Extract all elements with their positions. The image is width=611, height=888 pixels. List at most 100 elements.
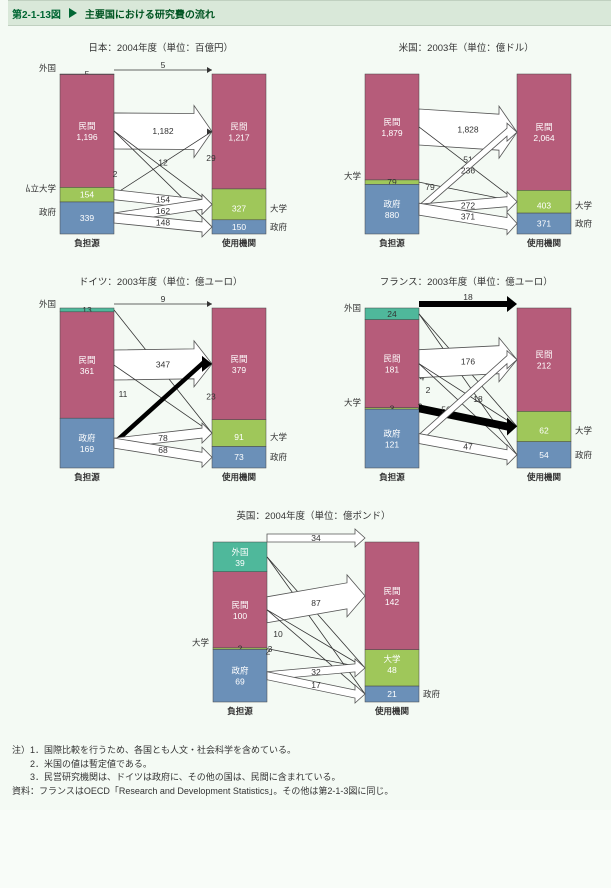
chart-title: 日本：2004年度（単位：百億円）	[88, 40, 233, 54]
flow-value: 162	[156, 206, 170, 216]
bar-name: 大学	[344, 397, 362, 407]
bar-name: 大学	[270, 203, 288, 213]
note-line: 資料：フランスはOECD「Research and Development St…	[12, 785, 611, 799]
flow-arrowhead	[207, 67, 212, 73]
bar-value: 1,196	[76, 132, 98, 142]
footnotes: 注）1．国際比較を行うため、各国とも人文・社会科学を含めている。 2．米国の値は…	[8, 744, 611, 798]
bar-name: 大学	[575, 201, 593, 211]
bar-name: 民間	[384, 117, 401, 127]
bar-name: 政府	[384, 429, 402, 439]
chart-row: ドイツ：2003年度（単位：億ユーロ） 外国13民間361政府169民間379大…	[8, 274, 611, 502]
bar-value: 39	[235, 558, 245, 568]
bar-name: 政府	[78, 433, 96, 443]
flow-value: 87	[311, 598, 321, 608]
bar-name: 政府	[384, 199, 402, 209]
flow-value: 18	[474, 394, 484, 404]
bar-name: 大学	[270, 432, 288, 442]
flow-value: 11	[118, 389, 127, 399]
bar-value: 121	[385, 440, 399, 450]
flow-chart: 民間1,879大学79政府880民間2,064大学403政府3711,82851…	[331, 58, 601, 268]
flow-line	[419, 314, 517, 455]
triangle-icon	[69, 8, 77, 18]
chart-panel: 日本：2004年度（単位：百億円） 外国5民間1,196私立大学154政府339…	[26, 40, 296, 268]
bar-value: 379	[232, 365, 246, 375]
flow-value: 272	[461, 200, 475, 210]
bar-value: 21	[387, 689, 397, 699]
bar-value: 1,217	[228, 132, 250, 142]
chart-panel: 米国：2003年（単位：億ドル） 民間1,879大学79政府880民間2,064…	[331, 40, 601, 268]
bar-name: 政府	[270, 452, 288, 462]
bar-name: 民間	[384, 354, 401, 364]
bar-name: 民間	[78, 355, 95, 365]
bar-name: 民間	[383, 586, 400, 596]
source-axis-label: 負担源	[74, 472, 100, 482]
bar-value: 54	[540, 450, 550, 460]
use-axis-label: 使用機関	[373, 706, 408, 716]
chart-title: ドイツ：2003年度（単位：億ユーロ）	[79, 274, 243, 288]
bar-name: 政府	[575, 219, 593, 229]
chart-panel: 英国：2004年度（単位：億ポンド） 外国39民間100大学2政府69民間142…	[179, 508, 449, 736]
bar-value: 142	[384, 597, 398, 607]
source-axis-label: 負担源	[227, 706, 253, 716]
flow-value: 148	[156, 217, 170, 227]
note-line: 3．民営研究機関は、ドイツは政府に、その他の国は、民間に含まれている。	[12, 771, 611, 785]
chart-title: 英国：2004年度（単位：億ポンド）	[236, 508, 390, 522]
bar-name: 政府	[423, 689, 441, 699]
bar-value: 62	[540, 426, 550, 436]
bar-name: 外国	[231, 547, 248, 557]
flow-chart: 外国24民間181大学3政府121民間212大学62政府541814176225…	[331, 292, 601, 502]
note-line: 注）1．国際比較を行うため、各国とも人文・社会科学を含めている。	[12, 744, 611, 758]
bar-value: 327	[232, 203, 246, 213]
bar-name: 政府	[231, 666, 249, 676]
flow-value: 2	[265, 646, 270, 656]
flow-value: 347	[156, 359, 170, 369]
bar-name: 外国	[39, 299, 56, 309]
bar-name: 大学	[191, 638, 209, 648]
flow-value: 1,828	[458, 125, 480, 135]
bar-value: 1,879	[382, 128, 404, 138]
source-axis-label: 負担源	[379, 238, 405, 248]
flow-value: 371	[461, 211, 475, 221]
source-axis-label: 負担源	[379, 472, 405, 482]
bar-name: 民間	[536, 350, 553, 360]
note-line: 2．米国の値は暫定値である。	[12, 758, 611, 772]
flow-value: 154	[156, 195, 170, 205]
bar-name: 民間	[230, 354, 247, 364]
bar-value: 24	[388, 309, 398, 319]
bar-value: 181	[385, 365, 399, 375]
flow-value: 34	[311, 533, 321, 543]
bar-name: 民間	[231, 600, 248, 610]
bar-value: 48	[387, 665, 397, 675]
bar-name: 大学	[383, 654, 401, 664]
source-axis-label: 負担源	[74, 238, 100, 248]
use-axis-label: 使用機関	[526, 472, 561, 482]
chart-panel: ドイツ：2003年度（単位：億ユーロ） 外国13民間361政府169民間379大…	[26, 274, 296, 502]
flow-chart: 外国5民間1,196私立大学154政府339民間1,217大学327政府1505…	[26, 58, 296, 268]
bar-value: 154	[80, 190, 94, 200]
use-axis-label: 使用機関	[221, 238, 256, 248]
flow-value: 23	[206, 391, 216, 401]
bar-value: 73	[234, 452, 244, 462]
flow-value: 176	[461, 357, 475, 367]
chart-title: フランス：2003年度（単位：億ユーロ）	[380, 274, 553, 288]
bar-value: 880	[385, 210, 399, 220]
bar-name: 政府	[270, 222, 288, 232]
chart-panel: フランス：2003年度（単位：億ユーロ） 外国24民間181大学3政府121民間…	[331, 274, 601, 502]
bar-value: 212	[537, 361, 551, 371]
figure-header: 第2-1-13図 主要国における研究費の流れ	[8, 0, 611, 26]
figure-number: 第2-1-13図	[12, 6, 61, 21]
bar-name: 民間	[536, 122, 553, 132]
bar-name: 民間	[230, 121, 247, 131]
flow-arrowhead	[207, 301, 212, 307]
bar-name: 外国	[39, 63, 56, 73]
flow-value: 32	[311, 667, 321, 677]
flow-value: 78	[158, 433, 168, 443]
flow-value: 18	[464, 292, 474, 302]
flow-value: 17	[311, 680, 321, 690]
bar-value: 100	[232, 611, 246, 621]
flow-value: 10	[273, 629, 283, 639]
bar-value: 403	[537, 201, 551, 211]
bar-value: 169	[80, 444, 94, 454]
flow-chart: 外国39民間100大学2政府69民間142大学48政府2134418710323…	[179, 526, 449, 736]
bar-value: 150	[232, 222, 246, 232]
